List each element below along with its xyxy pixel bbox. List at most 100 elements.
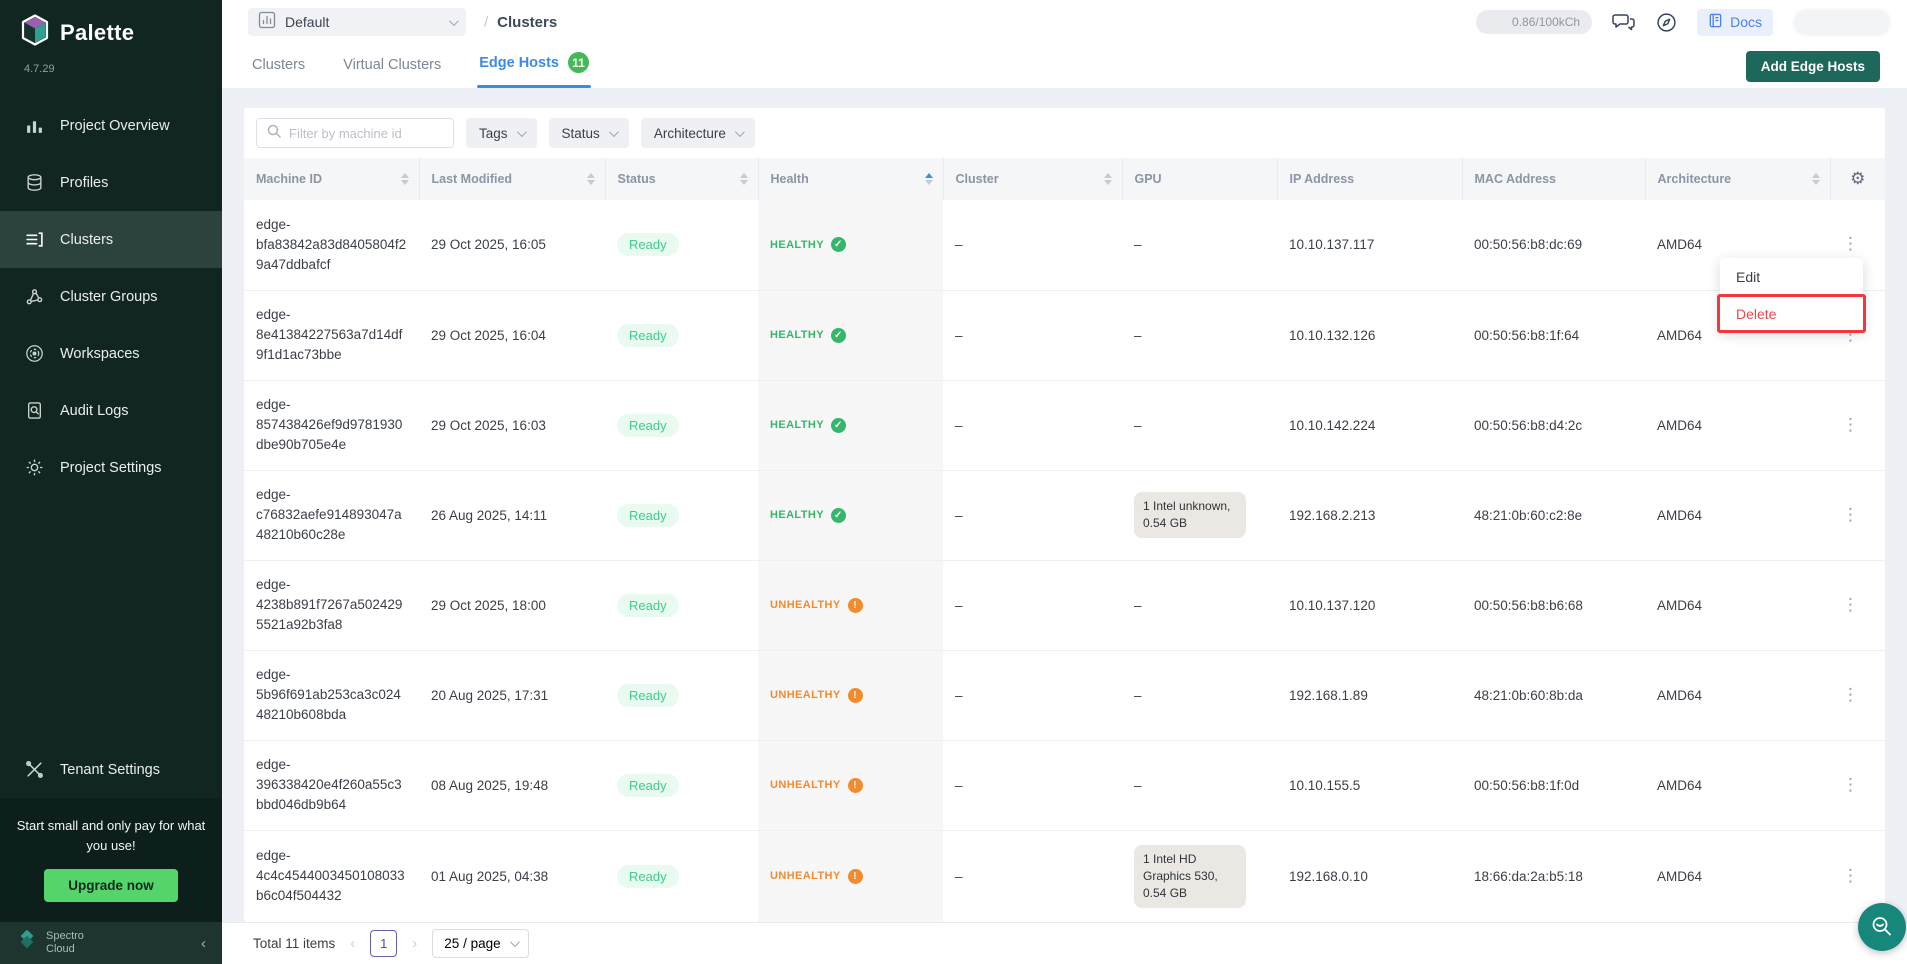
sidebar-nav: Project Overview Profiles Clusters Cluster … <box>0 97 222 496</box>
column-header-health[interactable]: Health <box>758 158 943 200</box>
table-row: edge-857438426ef9d9781930dbe90b705e4e29 … <box>244 380 1885 470</box>
total-items-label: Total 11 items <box>253 936 335 951</box>
status-badge: Ready <box>617 504 679 527</box>
kebab-menu-icon[interactable]: ⋮ <box>1842 597 1859 614</box>
status-badge: Ready <box>617 324 679 347</box>
filter-dropdown-status[interactable]: Status <box>549 118 629 148</box>
sidebar-collapse-icon[interactable]: ‹ <box>201 935 206 952</box>
tab-clusters[interactable]: Clusters <box>250 57 307 88</box>
add-edge-hosts-button[interactable]: Add Edge Hosts <box>1746 51 1880 82</box>
gpu-cell: – <box>1122 740 1277 830</box>
status-cell: Ready <box>605 650 758 740</box>
current-page-button[interactable]: 1 <box>370 930 397 957</box>
column-header-architecture[interactable]: Architecture <box>1645 158 1830 200</box>
cluster-cell: – <box>943 200 1122 290</box>
feedback-chat-icon[interactable] <box>1612 11 1636 33</box>
cluster-cell: – <box>943 560 1122 650</box>
sidebar-item-label: Clusters <box>60 232 113 248</box>
status-cell: Ready <box>605 560 758 650</box>
sidebar-item-audit-logs[interactable]: Audit Logs <box>0 382 222 439</box>
gpu-cell: 1 Intel HD Graphics 530, 0.54 GB <box>1122 830 1277 922</box>
kebab-menu-icon[interactable]: ⋮ <box>1842 507 1859 524</box>
sidebar-item-label: Profiles <box>60 175 108 191</box>
edge-hosts-table: Machine ID Last ModifiedStatusHealth Clust… <box>244 158 1885 922</box>
page-size-select[interactable]: 25 / page <box>432 929 528 958</box>
gpu-cell: – <box>1122 650 1277 740</box>
docs-button[interactable]: Docs <box>1697 9 1773 36</box>
machine-id-cell: edge-4c4c4544003450108033b6c04f504432 <box>244 830 419 922</box>
usage-quota-pill: 0.86/100kCh <box>1476 10 1592 34</box>
cluster-cell: – <box>943 830 1122 922</box>
ip-address-cell: 10.10.155.5 <box>1277 740 1462 830</box>
upgrade-promo: Start small and only pay for what you us… <box>0 798 222 922</box>
sidebar-bottom: Tenant Settings Start small and only pay… <box>0 741 222 964</box>
menu-item-delete[interactable]: Delete <box>1720 295 1863 332</box>
column-label: Machine ID <box>256 172 322 186</box>
health-cell: HEALTHY✓ <box>758 290 943 380</box>
promo-text: Start small and only pay for what you us… <box>16 816 206 855</box>
column-label: Cluster <box>956 172 999 186</box>
column-header-cluster[interactable]: Cluster <box>943 158 1122 200</box>
breadcrumb-current: Clusters <box>497 14 557 31</box>
sidebar-item-workspaces[interactable]: Workspaces <box>0 325 222 382</box>
column-label: IP Address <box>1290 172 1355 186</box>
sidebar: Palette 4.7.29 Project OverviewProfilesC… <box>0 0 222 964</box>
compass-icon[interactable] <box>1656 12 1677 33</box>
column-header-status[interactable]: Status <box>605 158 758 200</box>
check-circle-icon: ✓ <box>831 237 846 252</box>
palette-logo-icon <box>20 14 50 51</box>
user-menu-blurred[interactable] <box>1793 9 1891 36</box>
filter-dropdown-tags[interactable]: Tags <box>466 118 537 148</box>
topbar: Default / Clusters 0.86/100kCh <box>222 0 1907 88</box>
mac-address-cell: 00:50:56:b8:d4:2c <box>1462 380 1645 470</box>
sidebar-item-clusters[interactable]: Clusters <box>0 211 222 268</box>
sidebar-item-project-overview[interactable]: Project Overview <box>0 97 222 154</box>
gpu-cell: – <box>1122 560 1277 650</box>
sidebar-item-tenant-settings[interactable]: Tenant Settings <box>0 741 222 798</box>
column-label: Architecture <box>1658 172 1732 186</box>
spectro-cloud-logo-icon <box>16 930 38 957</box>
help-widget-button[interactable] <box>1858 903 1906 951</box>
sidebar-item-project-settings[interactable]: Project Settings <box>0 439 222 496</box>
row-actions-cell: ⋮ <box>1830 380 1885 470</box>
health-badge: UNHEALTHY! <box>770 778 931 793</box>
architecture-cell: AMD64 <box>1645 560 1830 650</box>
last-modified-cell: 08 Aug 2025, 19:48 <box>419 740 605 830</box>
health-cell: HEALTHY✓ <box>758 470 943 560</box>
mac-address-cell: 48:21:0b:60:c2:8e <box>1462 470 1645 560</box>
upgrade-now-button[interactable]: Upgrade now <box>44 869 178 902</box>
filter-dropdown-architecture[interactable]: Architecture <box>641 118 755 148</box>
row-actions-cell: ⋮ <box>1830 650 1885 740</box>
table-row: edge-4c4c4544003450108033b6c04f50443201 … <box>244 830 1885 922</box>
kebab-menu-icon[interactable]: ⋮ <box>1842 417 1859 434</box>
architecture-cell: AMD64 <box>1645 740 1830 830</box>
kebab-menu-icon[interactable]: ⋮ <box>1842 777 1859 794</box>
kebab-menu-icon[interactable]: ⋮ <box>1842 687 1859 704</box>
mac-address-cell: 00:50:56:b8:1f:64 <box>1462 290 1645 380</box>
column-header-last-modified[interactable]: Last Modified <box>419 158 605 200</box>
tab-edge-hosts[interactable]: Edge Hosts11 <box>477 52 591 88</box>
table-header-row: Machine ID Last ModifiedStatusHealth Clust… <box>244 158 1885 200</box>
chevron-down-icon <box>516 127 526 137</box>
sidebar-item-cluster-groups[interactable]: Cluster Groups <box>0 268 222 325</box>
project-selector[interactable]: Default <box>248 8 466 36</box>
column-header-machine-id[interactable]: Machine ID <box>244 158 419 200</box>
gpu-cell: – <box>1122 200 1277 290</box>
cluster-cell: – <box>943 380 1122 470</box>
tab-virtual-clusters[interactable]: Virtual Clusters <box>341 57 443 88</box>
cluster-cell: – <box>943 290 1122 380</box>
search-input[interactable] <box>289 126 443 141</box>
column-header-gpu: GPU <box>1122 158 1277 200</box>
menu-item-edit[interactable]: Edit <box>1720 258 1863 295</box>
kebab-menu-icon[interactable]: ⋮ <box>1842 236 1859 253</box>
health-cell: UNHEALTHY! <box>758 650 943 740</box>
kebab-menu-icon[interactable]: ⋮ <box>1842 868 1859 885</box>
ip-address-cell: 192.168.1.89 <box>1277 650 1462 740</box>
sidebar-item-profiles[interactable]: Profiles <box>0 154 222 211</box>
previous-page-icon[interactable]: ‹ <box>350 935 355 952</box>
machine-id-cell: edge-857438426ef9d9781930dbe90b705e4e <box>244 380 419 470</box>
table-row: edge-8e41384227563a7d14df9f1d1ac73bbe29 … <box>244 290 1885 380</box>
last-modified-cell: 29 Oct 2025, 16:05 <box>419 200 605 290</box>
next-page-icon[interactable]: › <box>412 935 417 952</box>
gear-icon[interactable]: ⚙ <box>1850 169 1865 189</box>
